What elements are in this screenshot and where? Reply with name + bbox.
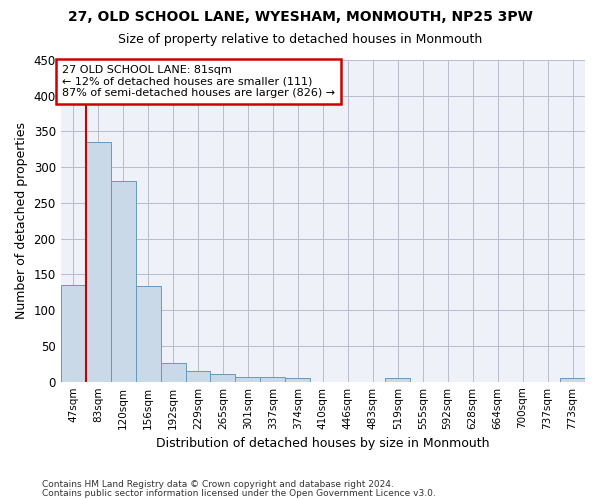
Y-axis label: Number of detached properties: Number of detached properties xyxy=(15,122,28,320)
Bar xyxy=(110,181,136,382)
Text: 27, OLD SCHOOL LANE, WYESHAM, MONMOUTH, NP25 3PW: 27, OLD SCHOOL LANE, WYESHAM, MONMOUTH, … xyxy=(68,10,532,24)
Bar xyxy=(286,378,310,382)
Bar xyxy=(161,363,185,382)
Bar xyxy=(235,376,260,382)
Bar xyxy=(560,378,585,382)
Bar xyxy=(61,285,86,382)
Bar xyxy=(86,142,110,382)
Text: 27 OLD SCHOOL LANE: 81sqm
← 12% of detached houses are smaller (111)
87% of semi: 27 OLD SCHOOL LANE: 81sqm ← 12% of detac… xyxy=(62,65,335,98)
Bar xyxy=(260,378,286,382)
Bar xyxy=(211,374,235,382)
Text: Size of property relative to detached houses in Monmouth: Size of property relative to detached ho… xyxy=(118,32,482,46)
Text: Contains HM Land Registry data © Crown copyright and database right 2024.: Contains HM Land Registry data © Crown c… xyxy=(42,480,394,489)
Text: Contains public sector information licensed under the Open Government Licence v3: Contains public sector information licen… xyxy=(42,488,436,498)
Bar xyxy=(385,378,410,382)
Bar xyxy=(185,371,211,382)
X-axis label: Distribution of detached houses by size in Monmouth: Distribution of detached houses by size … xyxy=(156,437,490,450)
Bar xyxy=(136,286,161,382)
